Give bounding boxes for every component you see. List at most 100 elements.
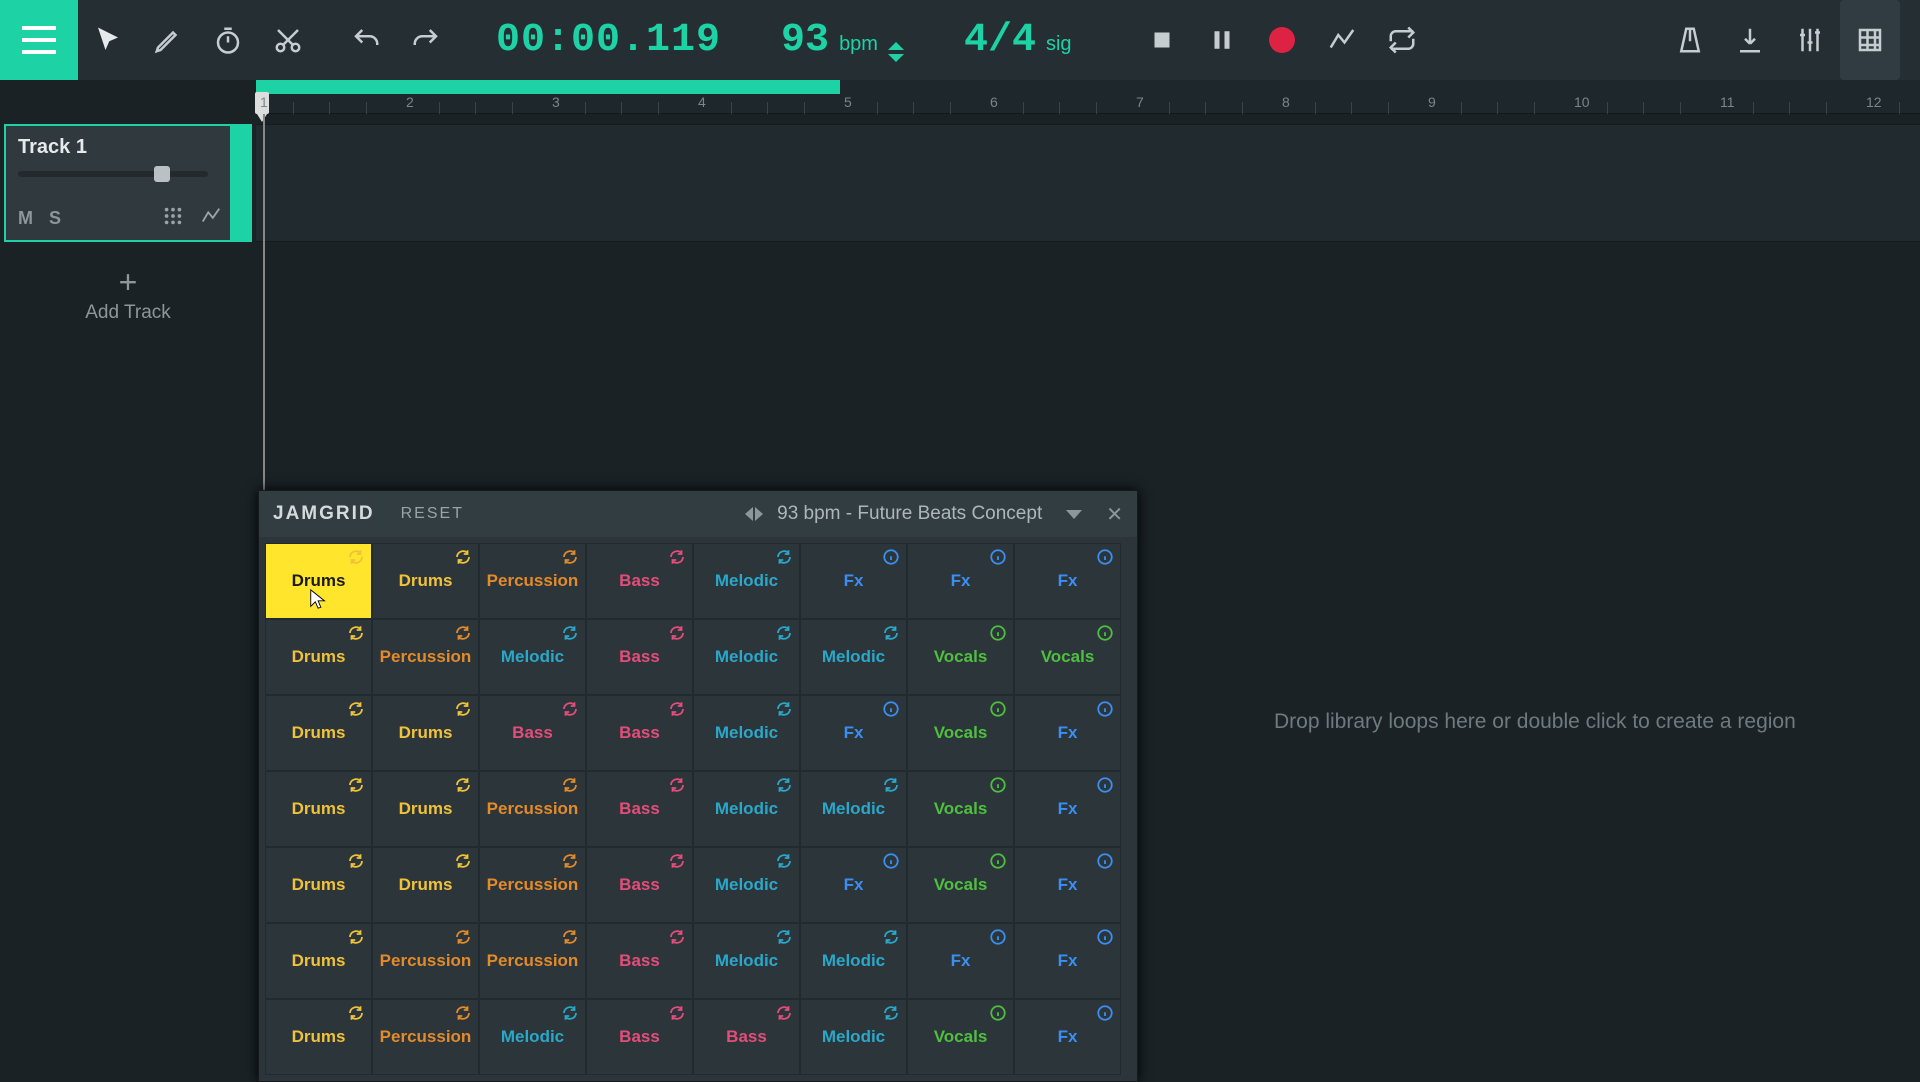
grid-icon[interactable] [162,205,184,232]
jamgrid-cell[interactable]: Drums [265,695,372,771]
stop-button[interactable] [1132,0,1192,80]
jamgrid-cell[interactable]: Bass [586,847,693,923]
solo-button[interactable]: S [49,208,61,229]
automation-icon[interactable] [200,205,222,232]
pause-button[interactable] [1192,0,1252,80]
track-lane-1[interactable] [256,124,1920,242]
timecode-display[interactable]: 00:00.119 [496,18,721,63]
jamgrid-cell[interactable]: Drums [372,695,479,771]
jamgrid-cell[interactable]: Fx [1014,771,1121,847]
jamgrid-cell[interactable]: Drums [265,771,372,847]
jamgrid-cell[interactable]: Bass [586,695,693,771]
jamgrid-cell[interactable]: Percussion [372,619,479,695]
cell-label: Fx [1058,571,1078,591]
jamgrid-cell[interactable]: Fx [800,847,907,923]
undo-button[interactable] [336,0,396,80]
export-button[interactable] [1720,0,1780,80]
jamgrid-cell[interactable]: Drums [372,771,479,847]
cell-label: Bass [619,875,660,895]
timesig-display[interactable]: 4/4 sig [964,18,1072,63]
cut-tool[interactable] [258,0,318,80]
jamgrid-cell[interactable]: Vocals [1014,619,1121,695]
mixer-button[interactable] [1780,0,1840,80]
jamgrid-cell[interactable]: Drums [265,543,372,619]
jamgrid-cell[interactable]: Fx [907,923,1014,999]
jamgrid-cell[interactable]: Bass [586,543,693,619]
jamgrid-reset-button[interactable]: RESET [401,505,464,523]
redo-button[interactable] [396,0,456,80]
metronome-button[interactable] [1660,0,1720,80]
jamgrid-cell[interactable]: Drums [372,543,479,619]
menu-button[interactable] [0,0,78,80]
jamgrid-cell[interactable]: Drums [265,847,372,923]
loop-button[interactable] [1372,0,1432,80]
jamgrid-cell[interactable]: Fx [800,695,907,771]
track-volume-slider[interactable] [18,171,208,177]
jamgrid-cell[interactable]: Melodic [693,847,800,923]
jamgrid-button[interactable] [1840,0,1900,80]
jamgrid-cell[interactable]: Vocals [907,999,1014,1075]
jamgrid-cell[interactable]: Fx [907,543,1014,619]
jamgrid-cell[interactable]: Fx [1014,999,1121,1075]
jamgrid-cell[interactable]: Drums [265,923,372,999]
jamgrid-cell[interactable]: Melodic [479,619,586,695]
jamgrid-cell[interactable]: Bass [586,771,693,847]
jamgrid-cell[interactable]: Vocals [907,771,1014,847]
jamgrid-cell[interactable]: Vocals [907,847,1014,923]
track-name[interactable]: Track 1 [18,136,238,159]
pointer-tool[interactable] [78,0,138,80]
jamgrid-cell[interactable]: Bass [586,619,693,695]
jamgrid-cell[interactable]: Percussion [479,543,586,619]
jamgrid-cell[interactable]: Fx [1014,543,1121,619]
jamgrid-cell[interactable]: Fx [1014,695,1121,771]
jamgrid-cell[interactable]: Drums [372,847,479,923]
info-icon [1096,548,1114,566]
jamgrid-cell[interactable]: Percussion [372,999,479,1075]
add-track-button[interactable]: + Add Track [0,272,256,324]
jamgrid-cell[interactable]: Vocals [907,619,1014,695]
close-icon[interactable]: ✕ [1106,502,1123,527]
cell-label: Melodic [715,723,778,743]
preset-nav-arrows[interactable] [745,507,763,521]
jamgrid-cell[interactable]: Drums [265,619,372,695]
jamgrid-cell[interactable]: Melodic [479,999,586,1075]
jamgrid-cell[interactable]: Bass [586,923,693,999]
stopwatch-tool[interactable] [198,0,258,80]
chevron-down-icon[interactable] [1066,510,1082,519]
pencil-tool[interactable] [138,0,198,80]
refresh-icon [775,700,793,718]
jamgrid-cell[interactable]: Melodic [693,771,800,847]
jamgrid-cell[interactable]: Fx [800,543,907,619]
jamgrid-cell[interactable]: Percussion [372,923,479,999]
jamgrid-cell[interactable]: Melodic [800,619,907,695]
tempo-spinner[interactable] [888,42,904,62]
jamgrid-cell[interactable]: Melodic [800,771,907,847]
loop-region[interactable] [256,80,840,94]
jamgrid-cell[interactable]: Bass [586,999,693,1075]
cell-label: Drums [292,723,346,743]
jamgrid-cell[interactable]: Bass [479,695,586,771]
jamgrid-cell[interactable]: Melodic [800,999,907,1075]
record-button[interactable] [1252,0,1312,80]
jamgrid-cell[interactable]: Melodic [693,619,800,695]
jamgrid-cell[interactable]: Bass [693,999,800,1075]
jamgrid-cell[interactable]: Percussion [479,771,586,847]
jamgrid-cell[interactable]: Melodic [693,543,800,619]
mute-button[interactable]: M [18,208,33,229]
jamgrid-cell[interactable]: Drums [265,999,372,1075]
jamgrid-cell[interactable]: Percussion [479,923,586,999]
jamgrid-cell[interactable]: Fx [1014,847,1121,923]
track-header-1[interactable]: Track 1 M S [4,124,252,242]
jamgrid-cell[interactable]: Melodic [693,695,800,771]
jamgrid-cell[interactable]: Fx [1014,923,1121,999]
jamgrid-preset-selector[interactable]: 93 bpm - Future Beats Concept ✕ [745,502,1123,527]
volume-thumb[interactable] [154,166,170,182]
jamgrid-cell[interactable]: Melodic [800,923,907,999]
refresh-icon [775,776,793,794]
jamgrid-cell[interactable]: Melodic [693,923,800,999]
jamgrid-cell[interactable]: Percussion [479,847,586,923]
automation-button[interactable] [1312,0,1372,80]
timeline-ruler[interactable]: 123456789101112 [256,80,1920,114]
jamgrid-cell[interactable]: Vocals [907,695,1014,771]
tempo-display[interactable]: 93 bpm [781,18,904,63]
